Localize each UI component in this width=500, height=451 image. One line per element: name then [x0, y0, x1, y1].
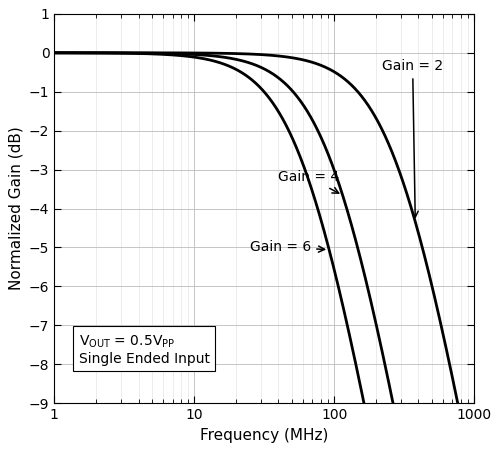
X-axis label: Frequency (MHz): Frequency (MHz): [200, 428, 328, 443]
Y-axis label: Normalized Gain (dB): Normalized Gain (dB): [8, 127, 24, 290]
Text: $\mathregular{V_{OUT}}$ = 0.5$\mathregular{V_{PP}}$
Single Ended Input: $\mathregular{V_{OUT}}$ = 0.5$\mathregul…: [79, 333, 210, 366]
Text: Gain = 2: Gain = 2: [382, 59, 443, 217]
Text: Gain = 6: Gain = 6: [250, 240, 324, 254]
Text: Gain = 4: Gain = 4: [278, 170, 340, 193]
